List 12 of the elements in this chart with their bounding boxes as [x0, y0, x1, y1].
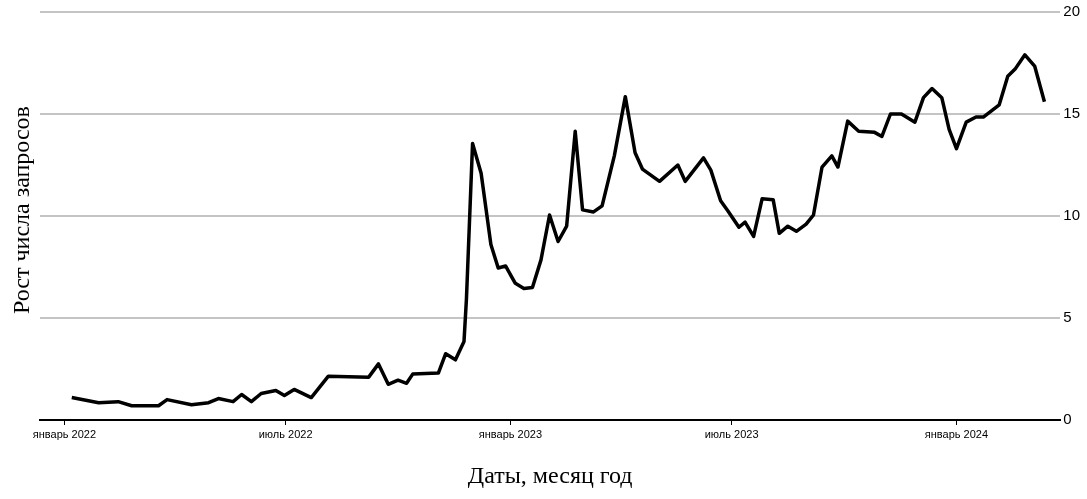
y-axis-title: Рост числа запросов — [8, 105, 35, 316]
y-tick-label: 15 — [1063, 104, 1080, 122]
x-tick-label: январь 2024 — [924, 427, 989, 440]
x-tick-label: июль 2022 — [258, 427, 313, 440]
y-tick-label: 10 — [1063, 206, 1080, 224]
y-tick-label: 20 — [1063, 2, 1080, 20]
x-axis-title: Даты, месяц год — [467, 461, 633, 488]
y-tick-label: 0 — [1063, 410, 1072, 428]
x-tick-label: январь 2023 — [478, 427, 543, 440]
x-tick-label: июль 2023 — [704, 427, 759, 440]
y-tick-label: 5 — [1063, 308, 1072, 326]
x-tick-label: январь 2022 — [32, 427, 97, 440]
